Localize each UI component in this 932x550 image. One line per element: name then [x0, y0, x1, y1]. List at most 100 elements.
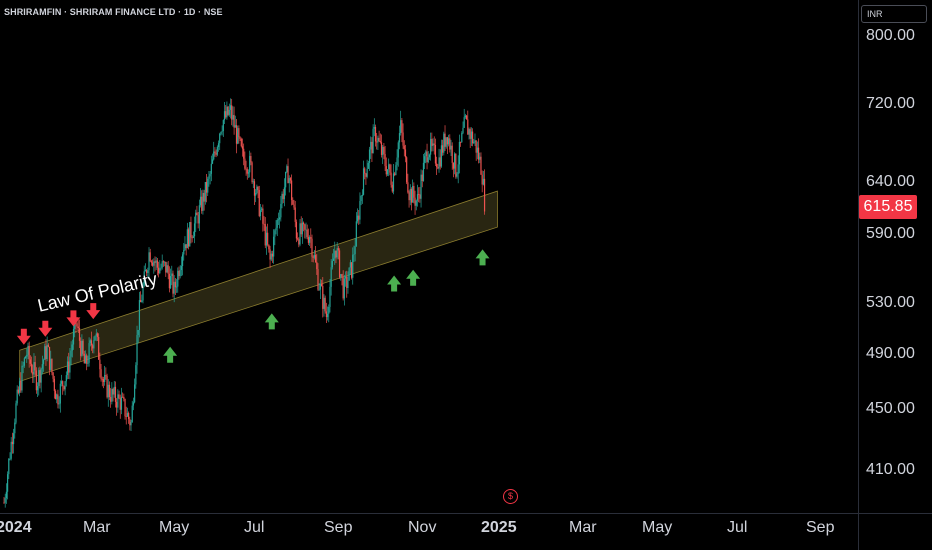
candle-body	[398, 133, 401, 143]
candle-body	[258, 189, 260, 217]
candle-body	[371, 141, 373, 154]
candle-body	[307, 237, 309, 243]
candle-body	[128, 413, 130, 420]
candle-body	[244, 158, 246, 169]
candle-body	[175, 286, 178, 288]
candle-body	[113, 386, 115, 395]
candle-body	[283, 187, 286, 200]
candle-body	[282, 193, 284, 200]
candle-body	[422, 162, 425, 181]
price-axis-divider	[858, 0, 859, 550]
candle-body	[467, 119, 469, 135]
candle-body	[116, 401, 118, 408]
candle-body	[358, 215, 360, 220]
candle-body	[231, 105, 233, 120]
candle-body	[261, 208, 263, 211]
candle-body	[437, 166, 439, 169]
candle-body	[14, 422, 16, 434]
candle-body	[174, 281, 176, 288]
candle-body	[20, 381, 22, 391]
candle-body	[56, 394, 58, 400]
candle-body	[101, 378, 103, 380]
candle-body	[359, 201, 361, 220]
time-tick: Sep	[324, 519, 353, 536]
candle-body	[72, 329, 75, 345]
candle-body	[253, 181, 256, 196]
candle-body	[12, 433, 15, 445]
candle-body	[449, 138, 451, 150]
candle-body	[86, 355, 88, 364]
candle-body	[122, 396, 124, 398]
candle-body	[130, 422, 132, 426]
resistance-down-arrow	[16, 328, 31, 345]
candle-body	[209, 173, 211, 177]
last-price-badge: 615.85	[859, 195, 917, 219]
candle-body	[6, 474, 9, 492]
candle-body	[274, 230, 276, 237]
candle-body	[257, 186, 259, 190]
price-tick: 530.00	[866, 294, 915, 311]
candle-body	[92, 345, 94, 349]
candle-body	[16, 389, 18, 404]
candle-body	[349, 262, 351, 268]
candle-body	[323, 297, 325, 309]
candle-body	[271, 253, 274, 257]
price-tick: 720.00	[866, 95, 915, 112]
candle-body	[303, 222, 305, 225]
candle-body	[443, 133, 445, 153]
candle-body	[202, 192, 204, 211]
candle-body	[319, 283, 321, 290]
candle-body	[166, 265, 168, 273]
candle-body	[250, 156, 252, 163]
candle-body	[186, 229, 188, 249]
candle-body	[394, 173, 396, 175]
candle-body	[454, 153, 456, 169]
candle-body	[135, 365, 137, 385]
candle-body	[172, 273, 174, 294]
candle-body	[228, 109, 230, 115]
candle-body	[391, 184, 393, 192]
candle-body	[479, 156, 481, 160]
candle-body	[225, 111, 227, 118]
candle-body	[480, 156, 482, 175]
candle-body	[118, 394, 120, 399]
candle-body	[165, 261, 167, 273]
candle-body	[245, 168, 247, 170]
candle-body	[386, 169, 389, 175]
dividend-icon[interactable]: $	[503, 489, 518, 504]
candle-body	[89, 340, 91, 344]
candle-body	[50, 358, 52, 370]
candle-body	[259, 210, 262, 217]
candle-body	[18, 381, 21, 393]
candle-body	[32, 371, 34, 375]
candle-body	[451, 145, 453, 163]
candle-body	[280, 203, 282, 218]
candle-body	[324, 297, 326, 312]
candle-body	[66, 361, 69, 376]
candle-body	[98, 337, 100, 360]
candle-body	[60, 381, 63, 384]
candle-body	[154, 261, 156, 263]
candle-body	[146, 270, 148, 273]
candle-body	[264, 224, 266, 246]
price-tick: 490.00	[866, 345, 915, 362]
candle-body	[361, 194, 363, 196]
candle-body	[463, 117, 465, 128]
candle-body	[114, 386, 117, 402]
candle-body	[452, 162, 455, 169]
currency-selector[interactable]: INR	[861, 5, 927, 23]
candle-body	[23, 358, 25, 366]
candle-body	[149, 252, 151, 262]
candle-body	[24, 356, 27, 359]
candle-body	[385, 166, 387, 175]
candle-body	[471, 131, 474, 144]
candle-body	[180, 266, 182, 271]
candle-body	[431, 138, 433, 146]
candle-body	[184, 244, 186, 250]
candle-body	[439, 157, 441, 167]
candle-body	[140, 300, 142, 303]
candle-body	[239, 137, 241, 139]
candle-body	[102, 379, 105, 382]
candle-body	[132, 402, 135, 406]
